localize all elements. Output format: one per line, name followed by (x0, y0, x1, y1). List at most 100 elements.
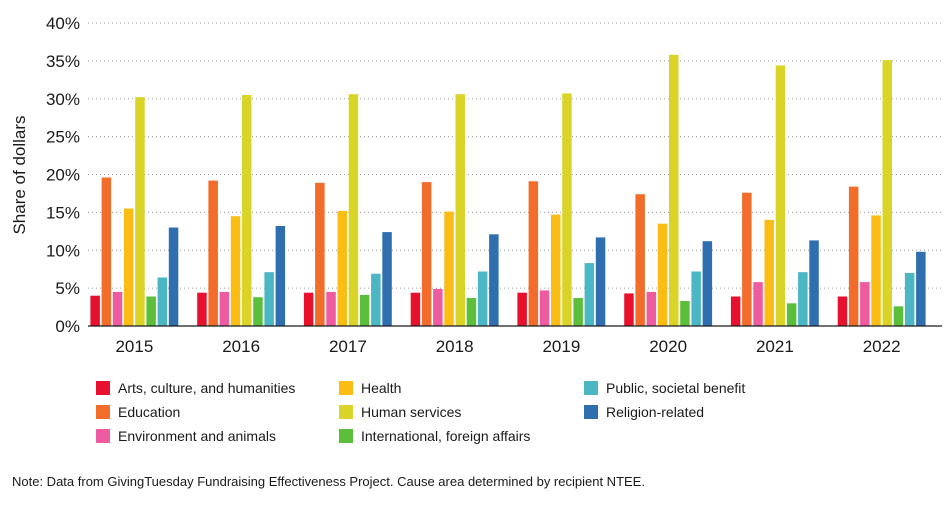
bar (624, 293, 634, 326)
legend-swatch (339, 405, 353, 419)
bar (657, 223, 668, 326)
y-tick-label: 20% (46, 166, 80, 185)
y-tick-label: 25% (46, 128, 80, 147)
bar (551, 214, 561, 326)
x-tick-label: 2019 (542, 337, 580, 356)
bar (264, 272, 274, 326)
y-tick-label: 0% (55, 317, 80, 336)
legend-label: Public, societal benefit (606, 380, 746, 396)
bar (786, 303, 797, 326)
bar (798, 272, 808, 326)
legend-label: Human services (361, 404, 462, 420)
y-axis-label: Share of dollars (10, 115, 29, 234)
bar (135, 97, 145, 326)
bar (742, 192, 752, 326)
bar (669, 54, 679, 327)
bar (197, 292, 207, 326)
bar (860, 282, 870, 326)
bar (124, 208, 134, 326)
y-tick-label: 30% (46, 90, 80, 109)
legend-item: Human services (339, 404, 461, 420)
legend-label: Environment and animals (118, 428, 276, 444)
y-tick-label: 35% (46, 52, 80, 71)
bar (837, 296, 848, 326)
bar (646, 291, 657, 326)
x-tick-label: 2022 (863, 337, 901, 356)
x-tick-label: 2018 (436, 337, 474, 356)
legend: Arts, culture, and humanities Education … (96, 378, 856, 450)
bar (517, 292, 527, 326)
bar (753, 282, 763, 326)
bar (303, 292, 314, 326)
legend-swatch (96, 429, 110, 443)
legend-swatch (339, 381, 353, 395)
bar (562, 93, 572, 327)
legend-label: International, foreign affairs (361, 428, 531, 444)
legend-label: Religion-related (606, 404, 705, 420)
bar (584, 263, 595, 326)
bar (680, 301, 690, 326)
bar (539, 290, 550, 326)
x-tick-label: 2020 (649, 337, 687, 356)
legend-item: Health (339, 380, 401, 396)
bar (904, 273, 915, 326)
x-tick-label: 2021 (756, 337, 794, 356)
bar (848, 186, 859, 326)
bar (219, 291, 230, 326)
bar (410, 292, 421, 326)
bar (916, 251, 926, 326)
bar (702, 241, 713, 326)
bar (371, 273, 381, 326)
bar (882, 60, 892, 326)
legend-item: Environment and animals (96, 428, 276, 444)
x-tick-label: 2015 (115, 337, 153, 356)
bar (433, 288, 443, 326)
chart-note: Note: Data from GivingTuesday Fundraisin… (12, 474, 645, 489)
bar (348, 94, 359, 326)
legend-label: Arts, culture, and humanities (118, 380, 296, 396)
x-tick-label: 2016 (222, 337, 260, 356)
bar (168, 227, 179, 326)
bar (809, 240, 819, 326)
bar (477, 271, 488, 326)
y-tick-label: 5% (55, 279, 80, 298)
bar (595, 237, 606, 326)
legend-item: Arts, culture, and humanities (96, 380, 295, 396)
bar (489, 234, 499, 326)
bar (528, 181, 539, 326)
bar (253, 297, 263, 326)
y-tick-label: 10% (46, 241, 80, 260)
bar (444, 211, 454, 326)
bar (691, 271, 701, 326)
bar (242, 95, 252, 326)
x-tick-label: 2017 (329, 337, 367, 356)
bar (230, 216, 241, 326)
bar (730, 296, 741, 326)
bar-chart: 0% 5% 10% 15% 20% 25% 30% 35% 40% Share of dollar… (10, 14, 942, 356)
legend-label: Health (361, 380, 402, 396)
bar (635, 194, 645, 326)
y-tick-label: 40% (46, 14, 80, 33)
bar (871, 215, 881, 326)
bar (146, 296, 156, 326)
legend-swatch (584, 381, 598, 395)
bar (315, 182, 325, 326)
bar (275, 226, 286, 326)
bar (359, 294, 370, 326)
bar (421, 182, 432, 326)
bar (382, 232, 392, 326)
bar (157, 277, 168, 326)
bar (764, 219, 774, 326)
legend-item: Religion-related (584, 404, 704, 420)
bar (893, 306, 904, 326)
legend-swatch (96, 381, 110, 395)
bar (90, 295, 100, 326)
legend-label: Education (118, 404, 181, 420)
legend-swatch (96, 405, 110, 419)
bar (337, 210, 347, 326)
legend-item: Public, societal benefit (584, 380, 745, 396)
bar (775, 65, 786, 327)
y-tick-label: 15% (46, 203, 80, 222)
legend-swatch (584, 405, 598, 419)
bar (112, 291, 123, 326)
